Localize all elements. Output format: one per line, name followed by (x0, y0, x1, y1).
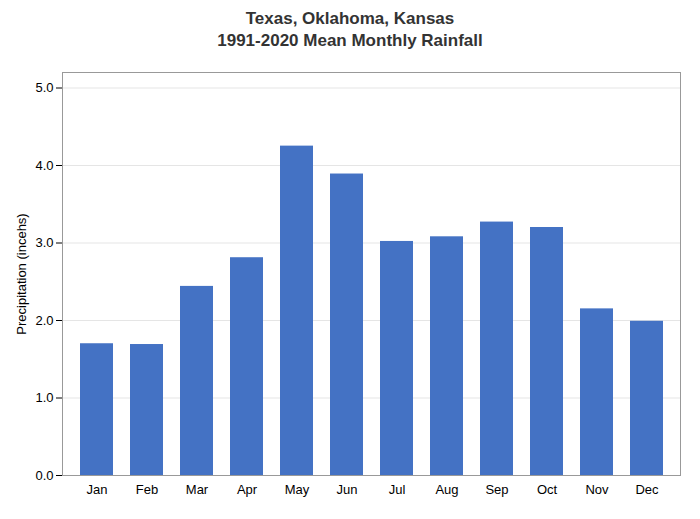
svg-text:Jun: Jun (337, 482, 358, 497)
svg-text:4.0: 4.0 (35, 158, 53, 173)
svg-text:5.0: 5.0 (35, 80, 53, 95)
svg-text:Apr: Apr (237, 482, 258, 497)
html-text:Texas, Oklahoma, Kansas 1991-2: Texas, Oklahoma, Kansas 1991-2020 Mean M… (217, 9, 483, 51)
svg-text:Feb: Feb (136, 482, 158, 497)
svg-text:Dec: Dec (635, 482, 659, 497)
svg-text:0.0: 0.0 (35, 468, 53, 483)
svg-text:Oct: Oct (537, 482, 558, 497)
svg-text:1.0: 1.0 (35, 390, 53, 405)
svg-text:Jul: Jul (389, 482, 406, 497)
svg-text:Mar: Mar (186, 482, 209, 497)
svg-text:May: May (285, 482, 310, 497)
svg-text:Sep: Sep (485, 482, 508, 497)
svg-text:3.0: 3.0 (35, 235, 53, 250)
svg-text:Jan: Jan (87, 482, 108, 497)
svg-text:Aug: Aug (435, 482, 458, 497)
svg-text:Nov: Nov (585, 482, 609, 497)
svg-text:Precipitation (incehs): Precipitation (incehs) (14, 213, 29, 334)
svg-text:2.0: 2.0 (35, 313, 53, 328)
